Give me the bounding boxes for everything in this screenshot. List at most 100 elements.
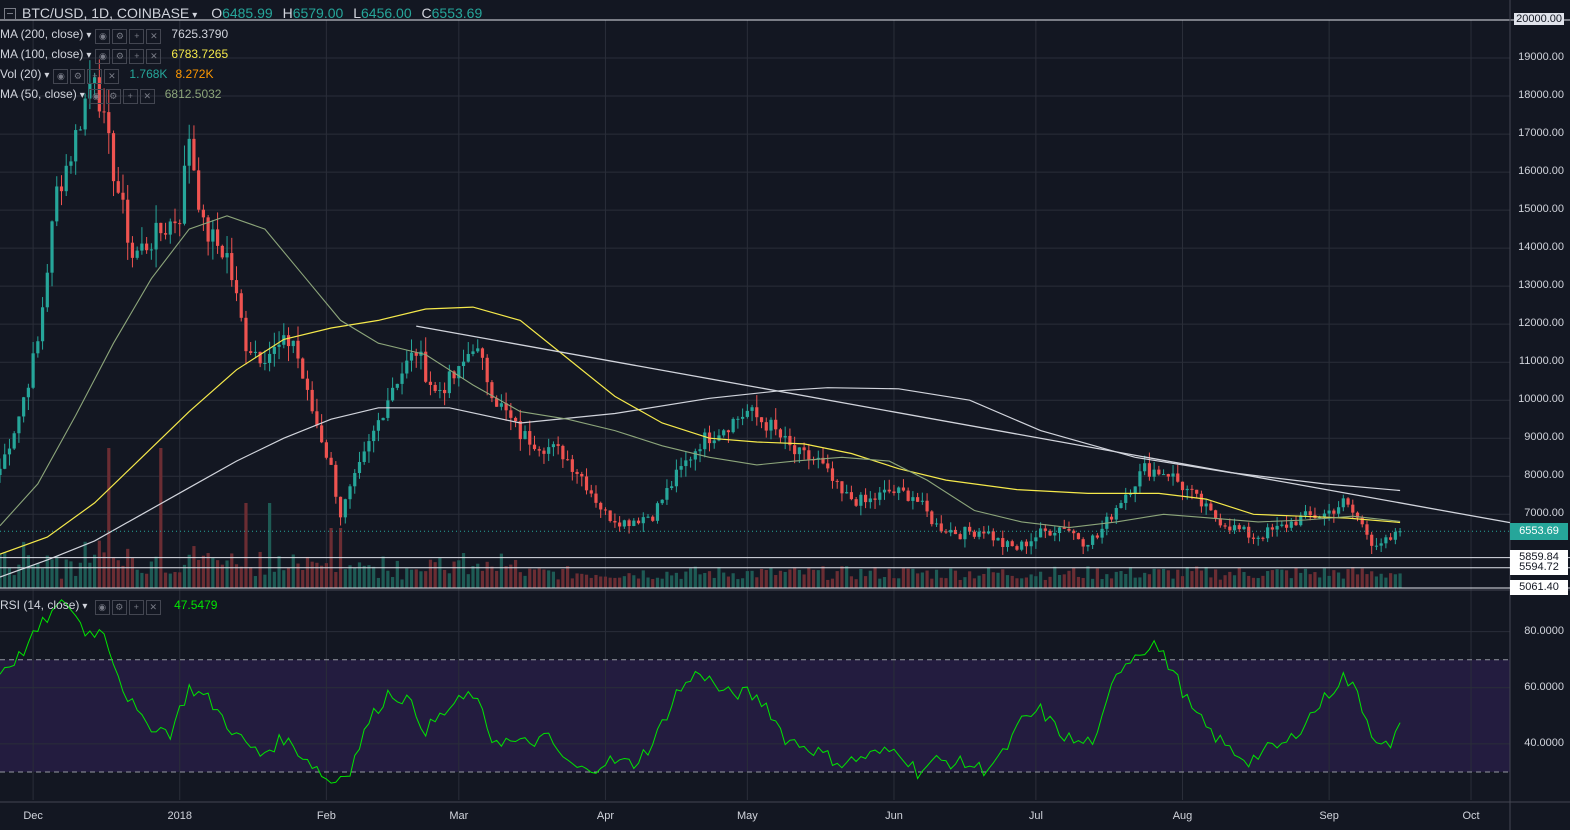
volume-bar	[69, 561, 73, 588]
candle-body	[1147, 463, 1151, 477]
candle-body	[807, 450, 811, 460]
volume-bar	[93, 554, 97, 588]
candle-body	[726, 430, 731, 433]
chevron-down-icon[interactable]: ▾	[86, 30, 92, 41]
volume-bar	[433, 562, 437, 588]
chevron-down-icon[interactable]: ▾	[79, 90, 85, 101]
candle-body	[925, 500, 929, 512]
candle-body	[1209, 503, 1213, 511]
candle-body	[1370, 534, 1374, 546]
volume-bar	[386, 570, 390, 588]
candle-body	[741, 416, 745, 419]
volume-bar	[178, 572, 182, 588]
volume-bar	[78, 562, 83, 588]
close-icon[interactable]: ✕	[146, 28, 162, 44]
plus-icon[interactable]: +	[87, 68, 103, 84]
candle-body	[854, 499, 858, 506]
plus-icon[interactable]: +	[129, 48, 145, 64]
eye-icon[interactable]: ◉	[88, 88, 104, 104]
indicator-label[interactable]: Vol (20)	[0, 67, 42, 81]
collapse-legend-icon[interactable]	[4, 8, 16, 21]
volume-bar	[868, 570, 872, 588]
eye-icon[interactable]: ◉	[95, 48, 111, 64]
candle-body	[745, 410, 749, 417]
rsi-label[interactable]: RSI (14, close)	[0, 598, 80, 612]
volume-bar	[1284, 570, 1289, 588]
indicator-label[interactable]: MA (50, close)	[0, 87, 77, 101]
candle-body	[1327, 510, 1331, 514]
volume-bar	[485, 561, 489, 588]
volume-bar	[1261, 575, 1265, 588]
price-tick-label: 18000.00	[1518, 89, 1564, 102]
candle-body	[121, 192, 125, 200]
volume-bar	[495, 570, 499, 588]
candle-body	[376, 420, 380, 431]
price-tick-label: 12000.00	[1518, 317, 1564, 330]
candle-body	[428, 381, 433, 385]
candle-body	[542, 450, 546, 454]
indicator-label[interactable]: MA (200, close)	[0, 27, 84, 41]
candle-body	[338, 496, 343, 518]
candle-body	[149, 249, 153, 251]
volume-bar	[1308, 574, 1312, 588]
gear-icon[interactable]: ⚙	[112, 28, 128, 44]
volume-bar	[821, 566, 825, 588]
candle-body	[1072, 530, 1076, 534]
candle-body	[641, 517, 645, 524]
volume-bar	[480, 570, 485, 588]
plus-icon[interactable]: +	[122, 88, 138, 104]
indicator-value: 1.768K	[129, 67, 168, 81]
candle-body	[93, 77, 97, 84]
plus-icon[interactable]: +	[128, 599, 144, 615]
volume-bar	[192, 546, 196, 588]
close-icon[interactable]: ✕	[104, 68, 120, 84]
close-icon[interactable]: ✕	[139, 88, 155, 104]
close-icon[interactable]: ✕	[145, 599, 161, 615]
volume-bar	[835, 571, 839, 588]
volume-bar	[561, 568, 565, 588]
volume-bar	[447, 573, 451, 588]
close-icon[interactable]: ✕	[146, 48, 162, 64]
volume-bar	[461, 553, 466, 588]
candle-body	[1100, 528, 1104, 538]
candle-body	[566, 459, 570, 461]
volume-bar	[807, 567, 811, 588]
volume-bar	[603, 576, 608, 588]
chevron-down-icon[interactable]: ▾	[192, 10, 198, 21]
symbol-title[interactable]: BTC/USD, 1D, COINBASE	[22, 5, 190, 21]
volume-bar	[636, 578, 641, 588]
volume-bar	[584, 574, 589, 588]
volume-bar	[74, 575, 78, 588]
candle-body	[783, 435, 787, 438]
volume-bar	[939, 577, 943, 588]
eye-icon[interactable]: ◉	[94, 599, 110, 615]
candle-body	[55, 186, 59, 222]
gear-icon[interactable]: ⚙	[112, 48, 128, 64]
indicator-label[interactable]: MA (100, close)	[0, 47, 84, 61]
volume-bar	[197, 559, 201, 588]
candle-body	[390, 387, 395, 401]
gear-icon[interactable]: ⚙	[111, 599, 127, 615]
candle-body	[215, 229, 220, 246]
eye-icon[interactable]: ◉	[53, 68, 69, 84]
chevron-down-icon[interactable]: ▾	[86, 50, 92, 61]
volume-bar	[206, 553, 210, 588]
candle-body	[291, 340, 295, 347]
volume-bar	[684, 571, 688, 588]
candle-body	[1247, 526, 1251, 538]
eye-icon[interactable]: ◉	[95, 28, 111, 44]
volume-bar	[471, 566, 475, 588]
chevron-down-icon[interactable]: ▾	[44, 70, 50, 81]
volume-bar	[1351, 567, 1355, 588]
candle-body	[1242, 526, 1246, 530]
volume-bar	[163, 572, 168, 588]
chevron-down-icon[interactable]: ▾	[82, 601, 88, 612]
candle-body	[1095, 535, 1099, 538]
gear-icon[interactable]: ⚙	[105, 88, 121, 104]
volume-bar	[599, 576, 603, 588]
gear-icon[interactable]: ⚙	[70, 68, 86, 84]
candle-body	[277, 344, 281, 347]
candle-body	[296, 340, 300, 359]
plus-icon[interactable]: +	[129, 28, 145, 44]
